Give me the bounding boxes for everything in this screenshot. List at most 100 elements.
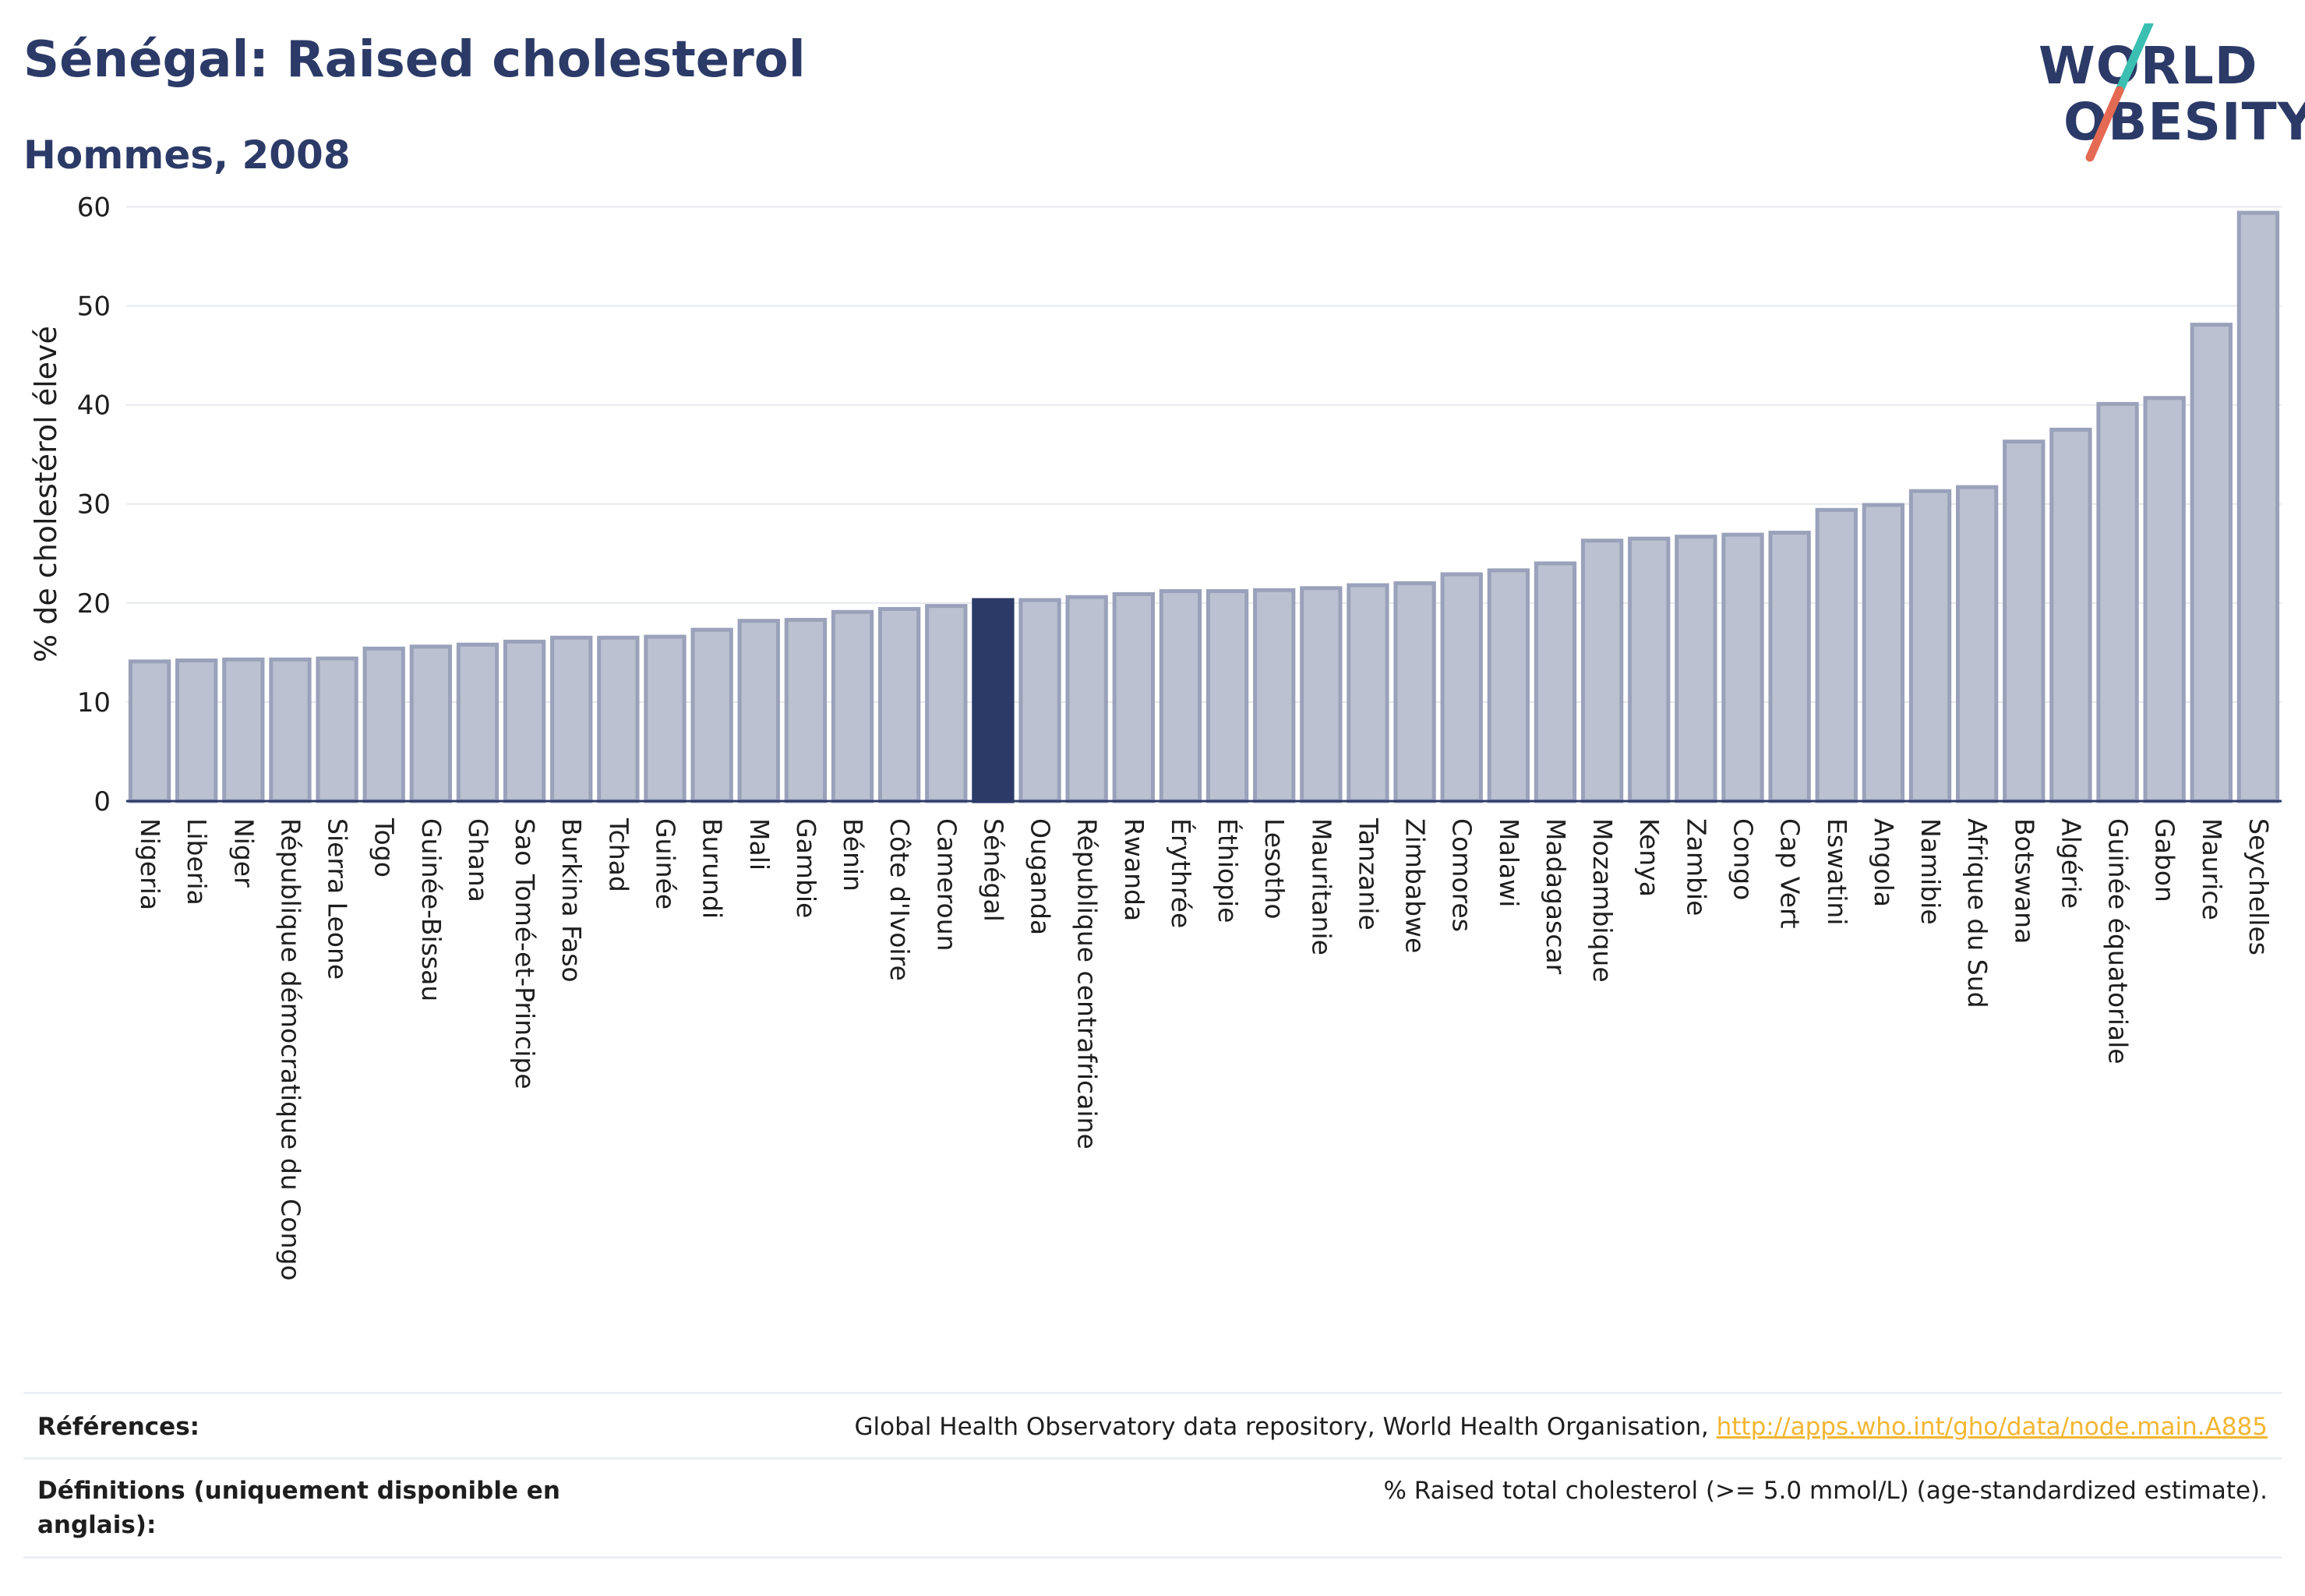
bar	[2096, 401, 2139, 803]
x-axis-labels: Nigeria Liberia Niger République démocratiq…	[135, 817, 2274, 1280]
x-tick-label: Algérie	[2056, 818, 2086, 909]
bar	[1065, 595, 1108, 803]
bars	[128, 210, 2280, 803]
references-link[interactable]: http://apps.who.int/gho/data/node.main.A…	[1716, 1413, 2268, 1441]
bar	[1675, 535, 1717, 803]
x-tick-label: Malawi	[1494, 818, 1524, 907]
y-tick-label: 40	[77, 390, 111, 422]
bar	[1534, 561, 1577, 803]
world-obesity-logo: WORLD OBESITY	[2026, 23, 2305, 164]
bar-chart: 0 10 20 30 40 50 60 Nigeria Liberia Niger Républi…	[29, 192, 2282, 1280]
x-tick-label: Sierra Leone	[323, 818, 353, 980]
bar	[1862, 503, 1905, 803]
x-tick-label: Comores	[1447, 818, 1477, 932]
y-axis-ticks: 0 10 20 30 40 50 60	[77, 192, 111, 817]
bar	[503, 639, 546, 803]
x-tick-label: Seychelles	[2243, 818, 2274, 955]
y-tick-label: 0	[94, 786, 111, 817]
x-tick-label: Namibie	[1915, 818, 1946, 925]
x-tick-label: Kenya	[1634, 818, 1664, 897]
x-tick-label: Burundi	[697, 818, 728, 919]
bar	[877, 606, 921, 803]
x-tick-label: Angola	[1869, 818, 1899, 907]
x-tick-label: Zimbabwe	[1400, 818, 1431, 953]
bar	[1253, 588, 1296, 803]
bar	[2049, 427, 2092, 803]
x-tick-label: Bénin	[838, 818, 868, 892]
x-tick-label: Mozambique	[1587, 818, 1618, 983]
bar	[269, 657, 312, 803]
bar	[1955, 485, 1999, 803]
bar	[644, 634, 687, 803]
x-tick-label: Sénégal	[978, 818, 1008, 922]
x-tick-label: Gambie	[791, 818, 821, 918]
bar	[362, 646, 405, 803]
bar	[737, 619, 780, 803]
bar	[1815, 507, 1858, 803]
chart-subtitle: Hommes, 2008	[23, 132, 351, 178]
y-tick-label: 10	[77, 687, 111, 719]
x-tick-label: Liberia	[182, 818, 212, 906]
x-tick-label: Sao Tomé-et-Principe	[510, 818, 540, 1089]
bar-highlight	[972, 598, 1015, 803]
bar	[690, 627, 733, 803]
bar	[784, 617, 828, 803]
x-tick-label: Burkina Faso	[556, 818, 587, 983]
references-row: Références: Global Health Observatory da…	[23, 1392, 2282, 1460]
x-tick-label: Niger	[228, 818, 259, 888]
logo-slash-icon	[2085, 23, 2154, 162]
bar	[2003, 440, 2046, 803]
definitions-row: Définitions (uniquement disponible en an…	[23, 1457, 2282, 1559]
x-tick-label: Tanzanie	[1353, 817, 1383, 930]
x-tick-label: Lesotho	[1259, 818, 1290, 920]
x-tick-label: Ouganda	[1025, 818, 1056, 935]
references-value: Global Health Observatory data repositor…	[855, 1410, 2268, 1444]
y-tick-label: 50	[77, 291, 111, 323]
bar	[456, 642, 499, 803]
bar	[1580, 538, 1624, 803]
bar	[1159, 589, 1202, 803]
bar	[222, 657, 265, 803]
bar	[1347, 583, 1389, 803]
bar	[175, 659, 218, 803]
y-tick-label: 20	[77, 588, 111, 620]
x-tick-label: Gabon	[2150, 818, 2180, 902]
bar	[1205, 589, 1249, 803]
x-tick-label: Guinée-Bissau	[416, 818, 447, 1001]
bar	[925, 604, 968, 803]
x-tick-label: Mauritanie	[1306, 818, 1336, 955]
x-tick-label: Togo	[369, 817, 400, 877]
bar	[1393, 581, 1436, 803]
bar	[597, 635, 640, 803]
bar	[2143, 396, 2186, 803]
x-tick-label: Ghana	[463, 818, 493, 902]
x-tick-label: Côte d'Ivoire	[884, 818, 915, 981]
x-tick-label: Zambie	[1681, 818, 1711, 916]
bar	[1768, 531, 1811, 803]
x-tick-label: Érythrée	[1166, 818, 1197, 928]
logo-word-world: WORLD	[2038, 36, 2258, 96]
bar	[128, 659, 171, 803]
x-tick-label: Nigeria	[135, 818, 165, 910]
y-tick-label: 30	[77, 489, 111, 521]
x-tick-label: Congo	[1728, 818, 1759, 900]
references-label: Références:	[37, 1413, 200, 1441]
bar	[1440, 572, 1483, 803]
x-tick-label: Éthiopie	[1213, 818, 1244, 923]
x-tick-label: République démocratique du Congo	[275, 818, 305, 1280]
bar	[316, 656, 358, 803]
chart-title: Sénégal: Raised cholesterol	[23, 31, 806, 89]
definitions-value: % Raised total cholesterol (>= 5.0 mmol/…	[1383, 1477, 2268, 1505]
definitions-label: Définitions (uniquement disponible en an…	[37, 1477, 560, 1539]
x-tick-label: Tchad	[603, 817, 634, 892]
bar	[1018, 598, 1061, 803]
bar	[550, 635, 593, 803]
bar	[409, 644, 453, 803]
bar	[1908, 489, 1952, 803]
x-tick-label: Guinée	[651, 818, 681, 909]
x-tick-label: Mali	[744, 818, 775, 870]
bar	[831, 609, 874, 803]
bar	[1721, 532, 1764, 803]
bar	[2236, 210, 2280, 803]
x-tick-label: République centrafricaine	[1072, 818, 1103, 1149]
